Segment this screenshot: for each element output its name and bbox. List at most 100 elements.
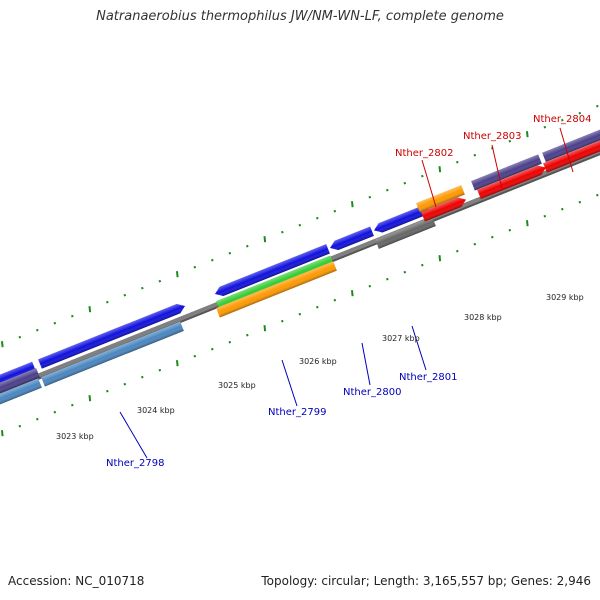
outer-track-minor-tick — [228, 251, 232, 255]
outer-track-minor-tick — [36, 328, 39, 332]
inner-track-minor-tick — [246, 333, 249, 337]
gene-label[interactable]: Nther_2803 — [463, 131, 521, 142]
gene-leader-line — [491, 144, 503, 190]
inner-tick-track — [1, 193, 599, 437]
inner-track-minor-tick — [368, 284, 372, 288]
inner-track-minor-tick — [316, 305, 319, 309]
map-title: Natranaerobius thermophilus JW/NM-WN-LF,… — [96, 9, 504, 24]
inner-track-major-tick — [1, 430, 4, 437]
inner-track-minor-tick — [543, 214, 547, 218]
cds-2798-blue — [38, 303, 186, 369]
scale-label: 3023 kbp — [56, 432, 94, 441]
genome-summary-text: Topology: circular; Length: 3,165,557 bp… — [261, 574, 591, 588]
outer-tick-track — [1, 104, 599, 348]
inner-track-minor-tick — [298, 312, 302, 316]
scale-label-layer: 3023 kbp 3024 kbp 3025 kbp 3026 kbp 3027 kbp… — [56, 293, 584, 441]
outer-track-minor-tick — [18, 335, 22, 339]
outer-track-major-tick — [351, 201, 354, 208]
cds-2803-red — [477, 165, 546, 200]
gene-leader-line — [281, 359, 298, 407]
inner-track-major-tick — [438, 255, 442, 262]
scale-label: 3028 kbp — [464, 313, 502, 322]
outer-track-minor-tick — [298, 223, 302, 227]
outer-track-major-tick — [176, 271, 179, 278]
outer-track-minor-tick — [141, 286, 144, 290]
scale-label: 3027 kbp — [382, 334, 420, 343]
inner-track-minor-tick — [36, 417, 39, 421]
gene-label[interactable]: Nther_2798 — [106, 458, 164, 469]
inner-track-minor-tick — [158, 368, 162, 372]
outer-track-minor-tick — [246, 244, 249, 248]
outer-track-minor-tick — [123, 293, 127, 297]
gene-leader-line — [411, 325, 427, 371]
cds-2801-blue — [374, 204, 430, 233]
scale-label: 3029 kbp — [546, 293, 584, 302]
gene-label[interactable]: Nther_2801 — [399, 372, 457, 383]
inner-track-minor-tick — [106, 389, 109, 393]
outer-track-minor-tick — [368, 195, 372, 199]
cds-2799-blue — [215, 244, 330, 297]
outer-track-minor-tick — [578, 111, 582, 115]
inner-track-minor-tick — [141, 375, 144, 379]
scale-label: 3024 kbp — [137, 406, 175, 415]
cds-2802-orange — [416, 185, 465, 213]
inner-track-minor-tick — [333, 298, 337, 302]
gene-label[interactable]: Nther_2802 — [395, 148, 453, 159]
cds-2800-blue — [330, 226, 374, 251]
inner-track-minor-tick — [561, 207, 564, 211]
inner-track-minor-tick — [578, 200, 582, 204]
cds-2802-red — [421, 197, 466, 222]
cds-2797-steel — [0, 378, 42, 408]
cds-2804-purple — [542, 126, 600, 163]
outer-track-minor-tick — [456, 160, 459, 164]
inner-track-minor-tick — [53, 410, 57, 414]
outer-track-major-tick — [1, 341, 4, 348]
gene-label[interactable]: Nther_2804 — [533, 114, 591, 125]
inner-track-major-tick — [88, 395, 92, 402]
inner-track-minor-tick — [211, 347, 214, 351]
accession-text: Accession: NC_010718 — [8, 574, 145, 588]
scale-label: 3025 kbp — [218, 381, 256, 390]
outer-track-minor-tick — [193, 265, 197, 269]
inner-track-major-tick — [526, 220, 529, 227]
cds-2804-red — [543, 139, 600, 173]
outer-track-minor-tick — [71, 314, 74, 318]
cds-2797-blue — [0, 361, 36, 389]
cds-2799-orange — [216, 261, 337, 318]
outer-track-minor-tick — [53, 321, 57, 325]
outer-track-major-tick — [526, 131, 529, 138]
inner-track-minor-tick — [473, 242, 477, 246]
gene-leader-line — [559, 127, 574, 173]
outer-track-major-tick — [438, 166, 442, 173]
outer-track-minor-tick — [316, 216, 319, 220]
inner-track-minor-tick — [281, 319, 284, 323]
inner-track-major-tick — [351, 290, 354, 297]
outer-track-minor-tick — [403, 181, 407, 185]
outer-track-minor-tick — [158, 279, 162, 283]
cds-2803-purple — [471, 154, 542, 191]
gene-label-layer: Nther_2798 Nther_2799 Nther_2800 Nther_2801… — [106, 114, 591, 469]
outer-track-minor-tick — [421, 174, 424, 178]
inner-track-minor-tick — [18, 424, 22, 428]
outer-track-minor-tick — [561, 118, 564, 122]
inner-track-minor-tick — [386, 277, 389, 281]
inner-track-minor-tick — [228, 340, 232, 344]
gene-label[interactable]: Nther_2800 — [343, 387, 401, 398]
leader-layer — [119, 127, 574, 459]
inner-track-minor-tick — [491, 235, 494, 239]
gene-label[interactable]: Nther_2799 — [268, 407, 326, 418]
inner-track-minor-tick — [403, 270, 407, 274]
outer-track-minor-tick — [596, 104, 599, 108]
outer-track-minor-tick — [211, 258, 214, 262]
inner-track-minor-tick — [596, 193, 599, 197]
inner-track-major-tick — [176, 360, 179, 367]
outer-track-major-tick — [263, 236, 267, 243]
cds-2797-purple — [0, 368, 40, 397]
outer-track-minor-tick — [281, 230, 284, 234]
outer-track-minor-tick — [543, 125, 547, 129]
outer-track-minor-tick — [333, 209, 337, 213]
outer-track-minor-tick — [508, 139, 512, 143]
inner-track-minor-tick — [508, 228, 512, 232]
